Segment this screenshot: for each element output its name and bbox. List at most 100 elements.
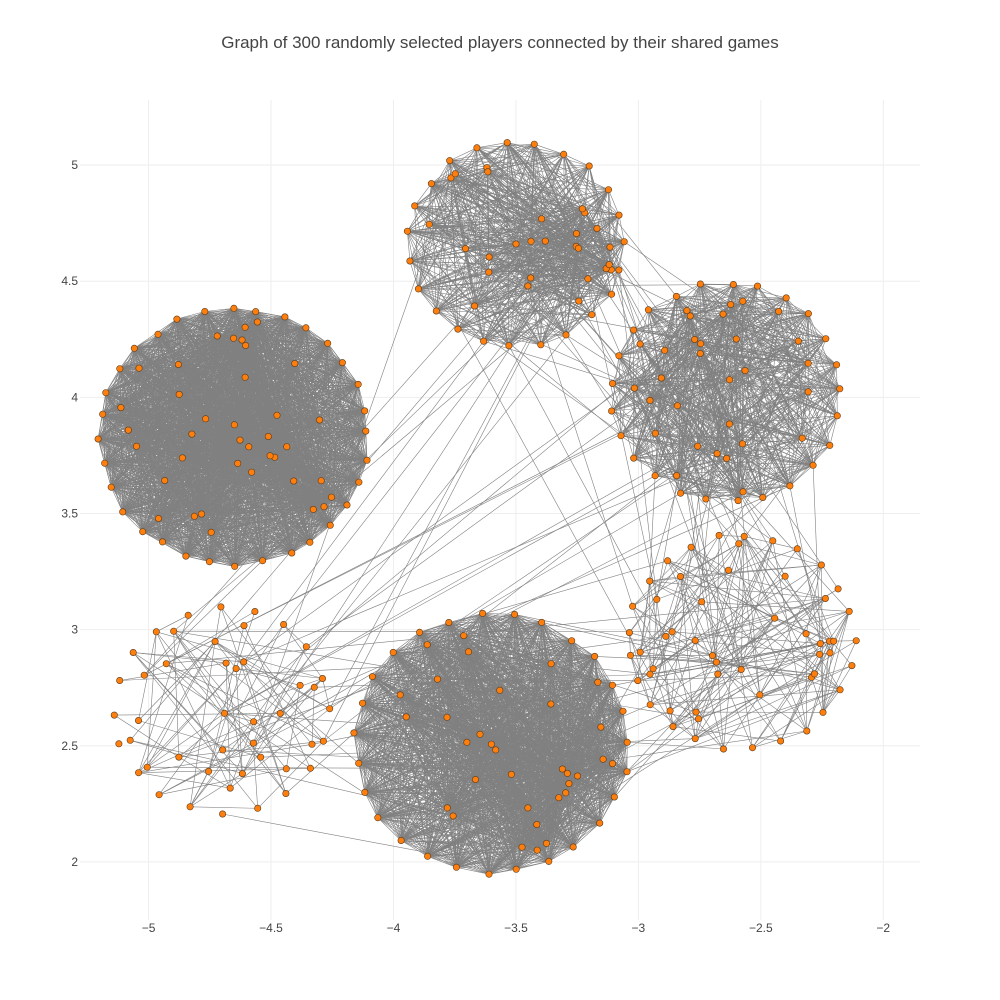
graph-edge xyxy=(194,424,235,517)
graph-edge xyxy=(176,318,246,328)
graph-edge xyxy=(211,532,310,543)
graph-edge xyxy=(209,561,235,567)
graph-edge xyxy=(268,436,322,481)
graph-edge xyxy=(191,339,243,435)
graph-edge xyxy=(305,327,368,461)
graph-edge xyxy=(572,822,600,848)
graph-edge xyxy=(482,613,552,664)
graph-edge xyxy=(399,644,428,696)
graph-edge xyxy=(205,418,269,437)
graph-edge xyxy=(194,480,322,517)
graph-edge xyxy=(211,480,322,533)
graph-edge xyxy=(182,377,246,459)
graph-edge xyxy=(178,364,246,378)
graph-edge xyxy=(122,364,179,513)
graph-edge xyxy=(122,446,137,512)
graph-edge xyxy=(104,463,112,488)
graph-edge xyxy=(182,446,287,459)
graph-edge xyxy=(194,455,271,517)
graph-edge xyxy=(110,430,129,488)
graph-edge xyxy=(211,506,325,533)
graph-edge xyxy=(210,457,275,533)
graph-edge xyxy=(191,433,322,481)
graph-edge xyxy=(537,846,574,851)
graph-edge xyxy=(234,424,275,458)
graph-edge xyxy=(364,716,407,793)
graph-edge xyxy=(182,446,249,459)
graph-edge xyxy=(255,311,296,364)
graph-edge xyxy=(400,716,407,841)
edge-layer xyxy=(97,142,857,875)
graph-edge xyxy=(162,541,235,567)
graph-edge xyxy=(216,308,235,337)
graph-edge xyxy=(158,518,235,567)
graph-edge xyxy=(456,867,490,875)
graph-edge xyxy=(286,446,368,461)
graph-edge xyxy=(210,472,252,533)
graph-edge xyxy=(257,321,368,461)
graph-edge xyxy=(104,429,129,464)
graph-edge xyxy=(128,429,183,459)
graph-edge xyxy=(164,457,275,481)
graph-edge xyxy=(176,318,258,323)
graph-edge xyxy=(191,433,271,457)
graph-edge xyxy=(128,377,246,431)
graph-edge xyxy=(362,703,490,875)
graph-edge xyxy=(138,368,183,459)
graph-edge xyxy=(191,377,246,435)
graph-edge xyxy=(128,429,325,507)
graph-edge xyxy=(362,703,366,793)
graph-edge xyxy=(358,763,476,780)
graph-edge xyxy=(357,384,368,461)
graph-edge xyxy=(241,339,322,481)
graph-edge xyxy=(244,327,295,364)
graph-edge xyxy=(194,506,325,517)
graph-edge xyxy=(182,419,320,459)
graph-edge xyxy=(362,644,428,704)
graph-edge xyxy=(119,327,246,369)
graph-edge xyxy=(122,511,143,532)
graph-edge xyxy=(482,613,595,657)
graph-edge xyxy=(179,377,246,395)
graph-edge xyxy=(164,415,278,481)
graph-edge xyxy=(364,694,401,793)
graph-edge xyxy=(400,815,454,841)
graph-edge xyxy=(399,694,428,857)
graph-edge xyxy=(178,327,246,365)
graph-edge xyxy=(550,663,600,824)
graph-edge xyxy=(239,439,287,447)
graph-edge xyxy=(405,716,428,857)
graph-edge xyxy=(612,685,624,712)
graph-edge xyxy=(128,327,246,431)
graph-edge xyxy=(105,368,121,393)
graph-edge xyxy=(244,377,322,481)
graph-edge xyxy=(239,419,320,441)
graph-edge xyxy=(488,846,523,875)
graph-edge xyxy=(372,652,394,677)
graph-edge xyxy=(614,711,624,798)
graph-edge xyxy=(217,327,246,337)
graph-edge xyxy=(268,436,294,482)
graph-edge xyxy=(97,438,123,512)
graph-edge xyxy=(427,682,599,857)
graph-edge xyxy=(516,822,600,870)
graph-edge xyxy=(128,429,238,464)
graph-edge xyxy=(120,368,140,408)
graph-edge xyxy=(571,640,602,728)
graph-edge xyxy=(97,348,135,440)
graph-edge xyxy=(330,460,368,526)
graph-edge xyxy=(244,377,271,456)
graph-edge xyxy=(342,362,368,461)
graph-edge xyxy=(105,367,140,393)
graph-edge xyxy=(164,480,292,554)
graph-edge xyxy=(600,685,613,728)
graph-edge xyxy=(178,394,212,533)
graph-edge xyxy=(182,457,332,498)
graph-edge xyxy=(257,321,296,364)
graph-edge xyxy=(164,457,183,481)
graph-edge xyxy=(516,861,549,870)
graph-edge xyxy=(178,364,206,419)
graph-edge xyxy=(357,384,365,411)
graph-edge xyxy=(182,457,294,482)
